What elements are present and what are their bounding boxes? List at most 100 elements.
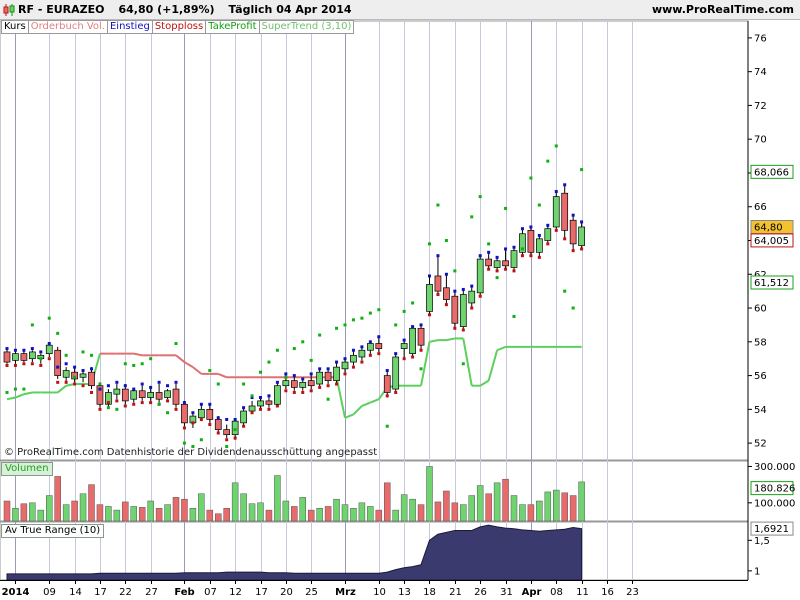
price-pane[interactable] (3, 144, 585, 448)
volume-bar-64 (544, 491, 552, 522)
candle-36[interactable] (307, 373, 315, 390)
candle-68[interactable] (578, 221, 585, 249)
candle-30[interactable] (257, 397, 264, 410)
candle-60[interactable] (510, 247, 518, 271)
candle-63[interactable] (535, 235, 543, 258)
legend-item-0[interactable]: Kurs (1, 20, 29, 34)
takeprofit-marker-65 (554, 144, 558, 148)
candle-39[interactable] (333, 362, 340, 385)
candle-50[interactable] (426, 275, 433, 315)
volume-pane[interactable] (3, 466, 585, 522)
candle-6[interactable] (54, 346, 62, 379)
candle-2[interactable] (20, 350, 28, 363)
atr-pane[interactable] (6, 524, 583, 581)
stop-marker-47 (402, 357, 406, 361)
candle-43[interactable] (367, 341, 374, 356)
candle-14[interactable] (121, 384, 129, 405)
candle-57[interactable] (485, 252, 492, 270)
legend-item-5[interactable]: SuperTrend (3,10) (258, 20, 355, 34)
candle-53[interactable] (451, 291, 459, 329)
candle-29[interactable] (248, 400, 256, 413)
candle-12[interactable] (105, 389, 112, 408)
legend-item-3[interactable]: Stopploss (151, 20, 207, 34)
candle-45[interactable] (383, 370, 391, 398)
candle-66[interactable] (561, 184, 569, 239)
volume-bar-47 (400, 494, 408, 522)
candle-24[interactable] (206, 404, 214, 423)
legend-item-2[interactable]: Einstieg (106, 20, 153, 34)
candle-8[interactable] (71, 367, 78, 383)
candle-5[interactable] (45, 343, 53, 358)
candle-67[interactable] (569, 215, 577, 251)
candle-body-30 (257, 400, 264, 407)
candle-13[interactable] (113, 384, 121, 400)
candle-35[interactable] (299, 378, 307, 391)
candle-0[interactable] (3, 348, 11, 364)
candle-1[interactable] (12, 350, 19, 364)
candle-58[interactable] (493, 257, 501, 271)
legend-item-4[interactable]: TakeProfit (205, 20, 260, 34)
candle-59[interactable] (502, 248, 509, 270)
candle-51[interactable] (434, 255, 442, 295)
candle-15[interactable] (130, 389, 138, 403)
candle-17[interactable] (147, 387, 154, 401)
candle-65[interactable] (552, 191, 560, 231)
legend-item-1[interactable]: Orderbuch Vol. (27, 20, 108, 34)
candle-16[interactable] (138, 385, 146, 401)
takeprofit-marker-27 (233, 428, 237, 432)
candle-37[interactable] (316, 368, 323, 388)
volume-bar-34 (291, 506, 298, 522)
entry-marker-61 (520, 227, 524, 231)
supertrend-segment-50 (420, 341, 431, 386)
candle-48[interactable] (409, 326, 416, 358)
volume-bar-65 (553, 489, 560, 522)
price-price-label-1: 64,80 (750, 219, 794, 234)
candle-64[interactable] (544, 225, 552, 244)
volume-pane-title[interactable]: Volumen (1, 462, 53, 476)
entry-marker-24 (208, 402, 212, 406)
candle-56[interactable] (476, 255, 484, 297)
entry-marker-38 (326, 367, 330, 371)
candle-49[interactable] (417, 324, 425, 351)
atr-tick-label-0: 1 (754, 566, 760, 577)
candle-32[interactable] (274, 382, 281, 406)
candle-31[interactable] (265, 395, 273, 408)
candle-body-31 (265, 400, 273, 405)
candle-10[interactable] (88, 367, 95, 390)
takeprofit-marker-28 (242, 382, 246, 386)
candle-62[interactable] (527, 226, 535, 256)
candle-19[interactable] (164, 389, 171, 400)
candle-28[interactable] (240, 407, 247, 427)
volume-bar-14 (122, 501, 129, 522)
entry-marker-31 (267, 394, 271, 398)
site-link[interactable]: www.ProRealTime.com (651, 3, 794, 16)
candle-38[interactable] (324, 368, 332, 385)
candle-47[interactable] (400, 340, 408, 359)
candle-52[interactable] (443, 274, 450, 305)
candle-34[interactable] (290, 375, 298, 391)
stop-marker-15 (132, 402, 136, 406)
candle-18[interactable] (155, 384, 163, 403)
candle-21[interactable] (181, 400, 188, 427)
candle-3[interactable] (29, 350, 36, 363)
candle-44[interactable] (375, 336, 383, 352)
candle-20[interactable] (172, 384, 180, 408)
candle-body-7 (62, 370, 70, 378)
candle-body-38 (324, 371, 332, 381)
supertrend-segment-22 (183, 361, 194, 368)
candle-55[interactable] (468, 286, 476, 309)
candle-7[interactable] (62, 367, 70, 383)
candle-11[interactable] (96, 382, 104, 408)
atr-pane-title[interactable]: Av True Range (10) (1, 524, 105, 538)
candle-40[interactable] (341, 358, 349, 373)
candle-42[interactable] (358, 346, 366, 361)
stop-marker-19 (166, 399, 170, 403)
candle-54[interactable] (459, 289, 467, 330)
candle-46[interactable] (392, 353, 400, 393)
atr-pane-bg (0, 521, 749, 581)
candle-9[interactable] (79, 370, 87, 383)
candle-41[interactable] (350, 350, 357, 366)
candle-26[interactable] (223, 424, 231, 439)
candle-61[interactable] (519, 228, 526, 256)
